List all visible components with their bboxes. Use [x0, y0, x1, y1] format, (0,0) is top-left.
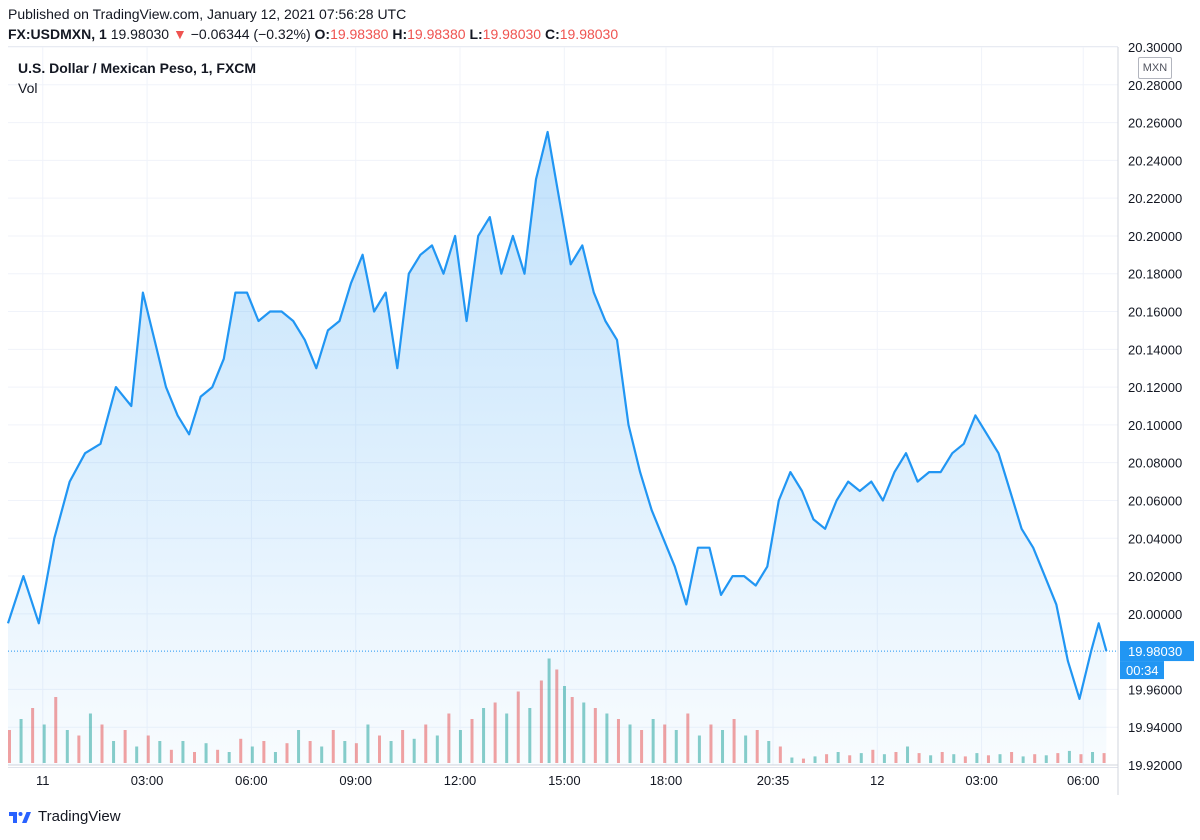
- countdown-tag-label: 00:34: [1126, 663, 1159, 678]
- price-chart[interactable]: 20.30000 20.28000 20.26000 20.24000 20.22000…: [0, 0, 1200, 800]
- countdown-tag: [1120, 661, 1164, 680]
- y-tick-label: 19.94000: [1128, 720, 1182, 735]
- down-arrow-icon: ▼: [172, 26, 187, 42]
- y-tick-label: 20.16000: [1128, 305, 1182, 320]
- y-tick-label: 19.92000: [1128, 758, 1182, 773]
- y-tick-label: 20.24000: [1128, 153, 1182, 168]
- high-value: 19.98380: [407, 26, 466, 42]
- y-tick-label: 20.00000: [1128, 607, 1182, 622]
- low-label: L:: [469, 26, 483, 42]
- x-tick-label: 09:00: [339, 773, 372, 788]
- x-tick-label: 15:00: [548, 773, 581, 788]
- price-area-fill: [8, 132, 1107, 765]
- x-tick-label: 06:00: [235, 773, 268, 788]
- open-value: 19.98380: [330, 26, 389, 42]
- instrument-title[interactable]: U.S. Dollar / Mexican Peso, 1, FXCM: [18, 60, 257, 76]
- y-tick-label: 20.02000: [1128, 569, 1182, 584]
- x-tick-label: 12:00: [444, 773, 477, 788]
- x-tick-label: 03:00: [965, 773, 998, 788]
- y-tick-label: 20.28000: [1128, 78, 1182, 93]
- low-value: 19.98030: [482, 26, 542, 42]
- chart-legend: U.S. Dollar / Mexican Peso, 1, FXCM Vol: [18, 60, 256, 96]
- volume-indicator-label[interactable]: Vol: [18, 80, 38, 96]
- y-tick-label: 20.20000: [1128, 229, 1182, 244]
- close-value: 19.98030: [559, 26, 619, 42]
- y-tick-label: 20.14000: [1128, 342, 1182, 357]
- footer: TradingView: [8, 808, 121, 825]
- y-tick-label: 20.12000: [1128, 380, 1182, 395]
- y-tick-label: 20.06000: [1128, 493, 1182, 508]
- x-tick-label: 06:00: [1067, 773, 1100, 788]
- open-label: O:: [314, 26, 331, 42]
- ohlc-bar: FX:USDMXN, 1 19.98030 ▼ −0.06344 (−0.32%…: [8, 26, 618, 42]
- last-price-tag-label: 19.98030: [1128, 644, 1182, 659]
- x-tick-label: 18:00: [650, 773, 683, 788]
- y-tick-label: 20.04000: [1128, 531, 1182, 546]
- tradingview-logo-icon: [9, 811, 31, 823]
- y-tick-label: 19.96000: [1128, 682, 1182, 697]
- publish-header: Published on TradingView.com, January 12…: [8, 6, 407, 22]
- high-label: H:: [392, 26, 408, 42]
- x-tick-label: 11: [36, 773, 50, 788]
- change-value: −0.06344 (−0.32%): [190, 26, 311, 42]
- y-tick-label: 20.08000: [1128, 456, 1182, 471]
- footer-brand[interactable]: TradingView: [38, 808, 121, 825]
- currency-badge: MXN: [1138, 57, 1172, 79]
- x-tick-label: 03:00: [131, 773, 164, 788]
- y-tick-label: 20.10000: [1128, 418, 1182, 433]
- symbol-label: FX:USDMXN, 1: [8, 26, 107, 42]
- x-tick-label: 12: [870, 773, 884, 788]
- y-tick-label: 20.18000: [1128, 267, 1182, 282]
- last-price-tag: [1120, 641, 1194, 662]
- last-price: 19.98030: [110, 26, 170, 42]
- y-tick-label: 20.30000: [1128, 40, 1182, 55]
- y-tick-label: 20.22000: [1128, 191, 1182, 206]
- close-label: C:: [544, 26, 560, 42]
- price-line: [6, 130, 1108, 700]
- y-tick-label: 20.26000: [1128, 116, 1182, 131]
- x-tick-label: 20:35: [757, 773, 790, 788]
